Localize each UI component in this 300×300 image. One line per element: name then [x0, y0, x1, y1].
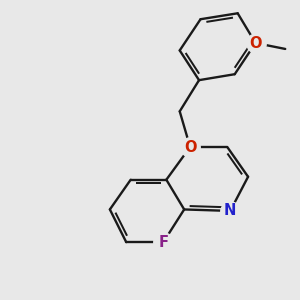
Text: F: F: [158, 235, 168, 250]
Text: N: N: [224, 203, 236, 218]
Text: O: O: [249, 35, 262, 50]
Text: O: O: [184, 140, 197, 154]
